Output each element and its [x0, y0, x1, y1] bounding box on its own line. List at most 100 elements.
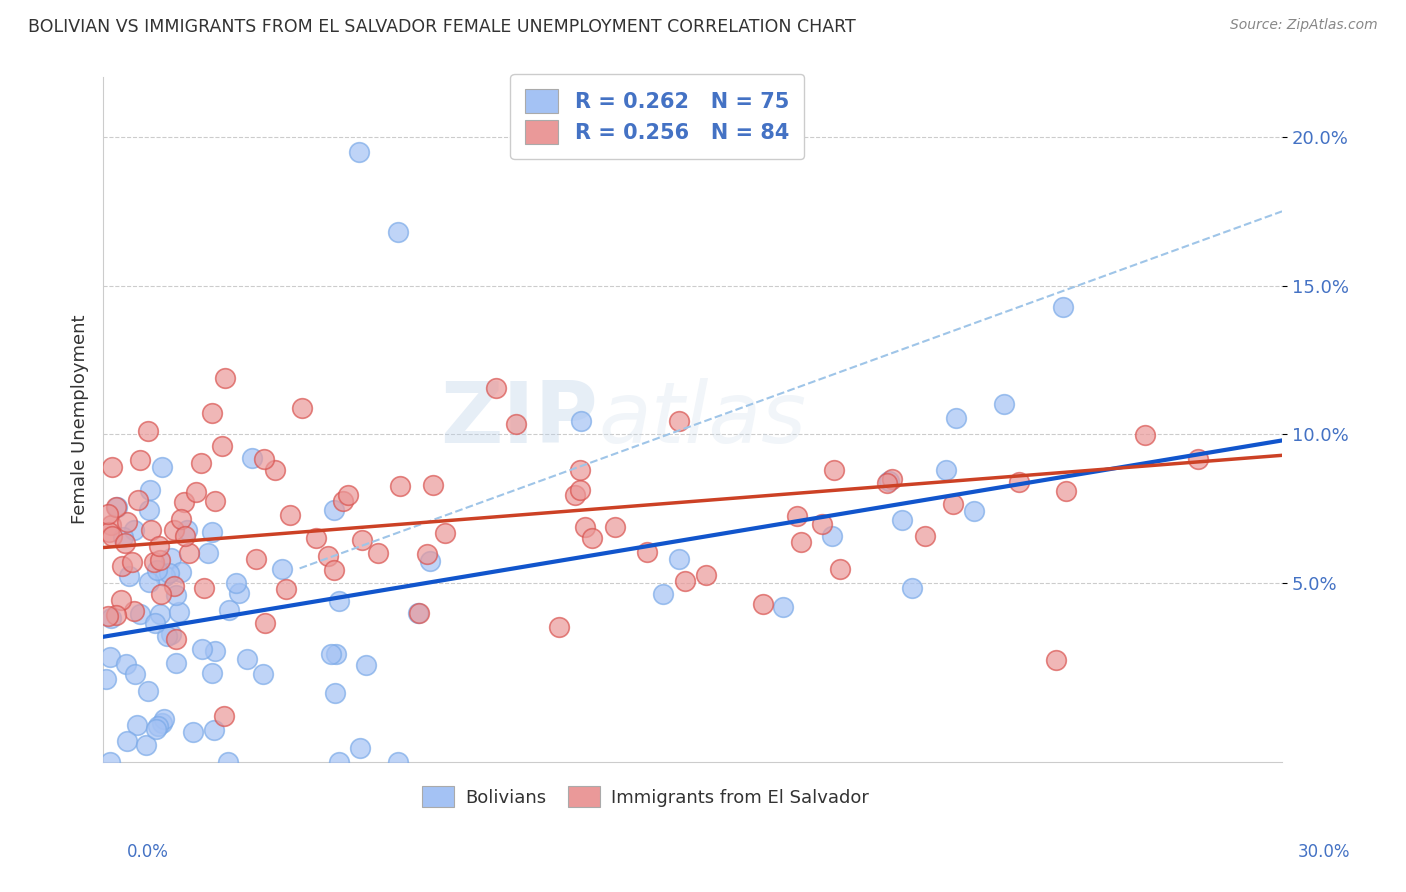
Point — [236, 651, 259, 665]
Point — [245, 552, 267, 566]
Text: BOLIVIAN VS IMMIGRANTS FROM EL SALVADOR FEMALE UNEMPLOYMENT CORRELATION CHART: BOLIVIAN VS IMMIGRANTS FROM EL SALVADOR … — [28, 18, 856, 36]
Point — [1052, 300, 1074, 314]
Point — [142, 555, 165, 569]
Point — [240, 451, 263, 466]
Point — [581, 531, 603, 545]
Point — [350, 533, 373, 548]
Point — [830, 561, 852, 575]
Point — [325, 647, 347, 661]
Point — [387, 755, 409, 769]
Text: 30.0%: 30.0% — [1298, 843, 1350, 861]
Point — [163, 523, 186, 537]
Point — [111, 559, 134, 574]
Point — [174, 529, 197, 543]
Point — [170, 565, 193, 579]
Point — [150, 460, 173, 475]
Point — [434, 526, 457, 541]
Point — [416, 547, 439, 561]
Point — [104, 607, 127, 622]
Point — [323, 563, 346, 577]
Point — [101, 529, 124, 543]
Point — [152, 712, 174, 726]
Point — [211, 439, 233, 453]
Point — [252, 666, 274, 681]
Point — [100, 610, 122, 624]
Point — [225, 576, 247, 591]
Legend: Bolivians, Immigrants from El Salvador: Bolivians, Immigrants from El Salvador — [415, 779, 876, 814]
Text: ZIP: ZIP — [440, 378, 599, 461]
Point — [877, 475, 900, 489]
Point — [636, 545, 658, 559]
Point — [138, 575, 160, 590]
Point — [149, 587, 172, 601]
Point — [821, 529, 844, 543]
Point — [304, 532, 326, 546]
Point — [323, 686, 346, 700]
Point — [129, 453, 152, 467]
Point — [569, 483, 592, 497]
Point — [122, 523, 145, 537]
Point — [201, 524, 224, 539]
Point — [328, 594, 350, 608]
Point — [111, 530, 134, 544]
Point — [160, 626, 183, 640]
Point — [422, 477, 444, 491]
Point — [605, 520, 627, 534]
Point — [228, 586, 250, 600]
Point — [901, 581, 924, 595]
Point — [823, 463, 845, 477]
Point — [891, 513, 914, 527]
Point — [98, 525, 121, 540]
Point — [141, 523, 163, 537]
Point — [673, 574, 696, 588]
Point — [752, 597, 775, 611]
Point — [204, 644, 226, 658]
Point — [197, 546, 219, 560]
Point — [271, 562, 294, 576]
Point — [505, 417, 527, 431]
Text: 0.0%: 0.0% — [127, 843, 169, 861]
Point — [408, 606, 430, 620]
Point — [274, 582, 297, 596]
Point — [419, 554, 441, 568]
Point — [127, 493, 149, 508]
Point — [253, 615, 276, 630]
Point — [115, 516, 138, 530]
Point — [389, 478, 412, 492]
Point — [354, 657, 377, 672]
Point — [156, 629, 179, 643]
Point — [135, 739, 157, 753]
Point — [945, 410, 967, 425]
Point — [367, 546, 389, 560]
Point — [332, 493, 354, 508]
Point — [336, 488, 359, 502]
Point — [574, 520, 596, 534]
Point — [876, 475, 898, 490]
Point — [190, 456, 212, 470]
Point — [153, 569, 176, 583]
Point — [993, 397, 1015, 411]
Point — [165, 657, 187, 671]
Point — [1187, 451, 1209, 466]
Point — [122, 603, 145, 617]
Point — [193, 581, 215, 595]
Point — [935, 463, 957, 477]
Point — [100, 517, 122, 532]
Point — [121, 555, 143, 569]
Point — [963, 504, 986, 518]
Point — [170, 512, 193, 526]
Point — [115, 734, 138, 748]
Point — [217, 755, 239, 769]
Point — [201, 406, 224, 420]
Point — [150, 716, 173, 731]
Point — [139, 483, 162, 497]
Point — [349, 741, 371, 756]
Point — [160, 551, 183, 566]
Point — [101, 460, 124, 475]
Point — [811, 517, 834, 532]
Text: atlas: atlas — [599, 378, 806, 461]
Point — [110, 593, 132, 607]
Point — [568, 463, 591, 477]
Point — [942, 497, 965, 511]
Point — [136, 683, 159, 698]
